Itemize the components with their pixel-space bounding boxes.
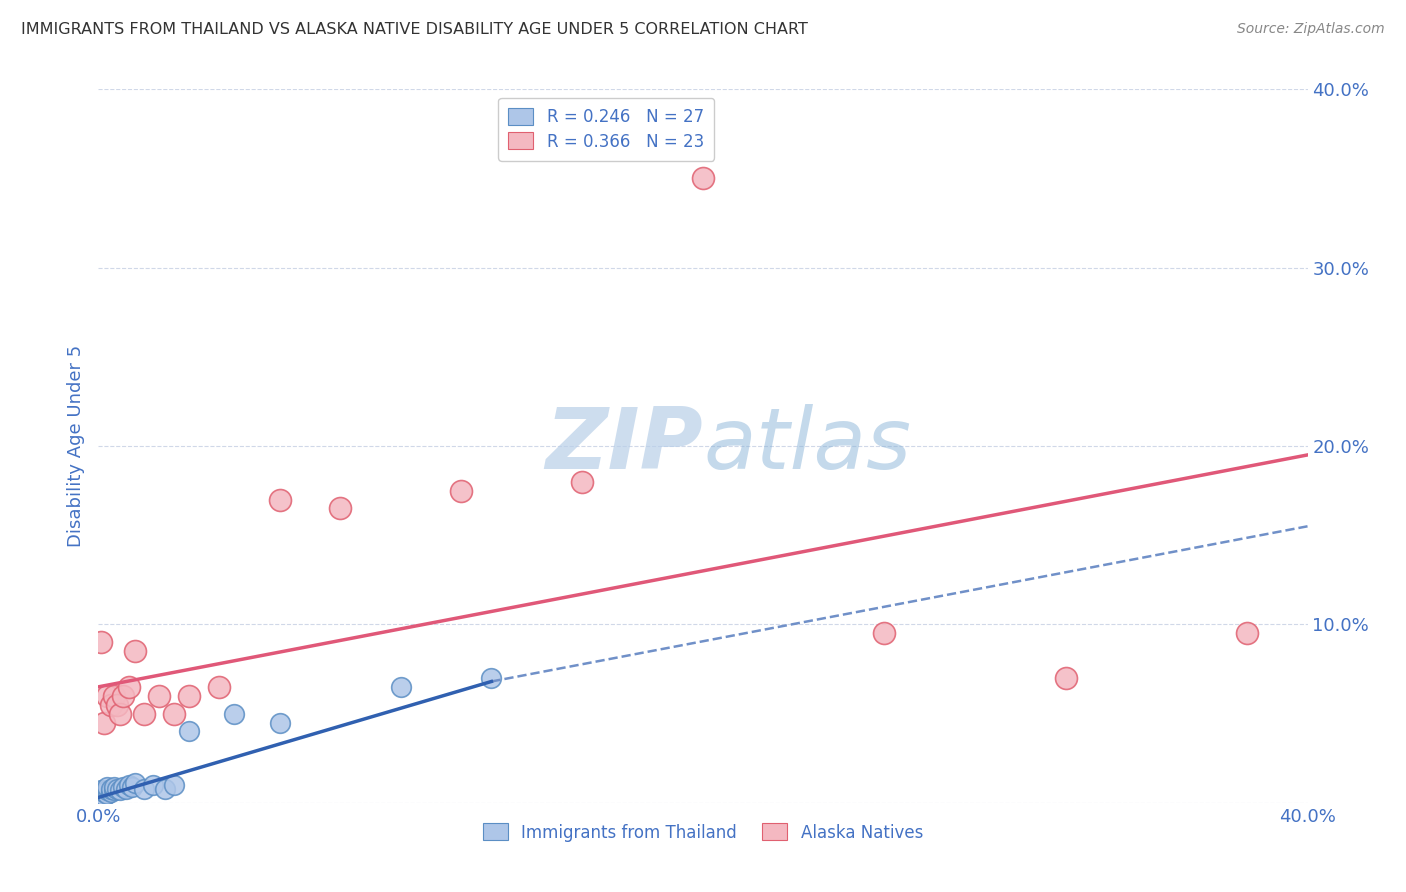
- Text: atlas: atlas: [703, 404, 911, 488]
- Point: [108, 783, 131, 797]
- Point: [208, 680, 231, 694]
- Point: [1236, 626, 1258, 640]
- Point: [224, 706, 246, 721]
- Point: [118, 680, 141, 694]
- Legend: Immigrants from Thailand, Alaska Natives: Immigrants from Thailand, Alaska Natives: [472, 814, 934, 852]
- Text: ZIP: ZIP: [546, 404, 703, 488]
- Point: [329, 501, 352, 516]
- Text: IMMIGRANTS FROM THAILAND VS ALASKA NATIVE DISABILITY AGE UNDER 5 CORRELATION CHA: IMMIGRANTS FROM THAILAND VS ALASKA NATIV…: [21, 22, 808, 37]
- Point: [90, 635, 112, 649]
- Point: [111, 780, 134, 794]
- Text: Source: ZipAtlas.com: Source: ZipAtlas.com: [1237, 22, 1385, 37]
- Point: [163, 778, 186, 792]
- Point: [1054, 671, 1077, 685]
- Point: [90, 787, 112, 801]
- Point: [96, 783, 118, 797]
- Point: [96, 780, 118, 794]
- Point: [179, 689, 201, 703]
- Point: [93, 715, 115, 730]
- Point: [108, 706, 131, 721]
- Point: [121, 780, 143, 794]
- Y-axis label: Disability Age Under 5: Disability Age Under 5: [66, 345, 84, 547]
- Point: [124, 776, 146, 790]
- Point: [103, 783, 125, 797]
- Point: [103, 689, 125, 703]
- Point: [100, 698, 122, 712]
- Point: [93, 789, 115, 803]
- Point: [269, 715, 291, 730]
- Point: [96, 689, 118, 703]
- Point: [571, 475, 593, 489]
- Point: [124, 644, 146, 658]
- Point: [269, 492, 291, 507]
- Point: [132, 781, 155, 796]
- Point: [100, 781, 122, 796]
- Point: [481, 671, 503, 685]
- Point: [118, 778, 141, 792]
- Point: [153, 781, 176, 796]
- Point: [873, 626, 896, 640]
- Point: [111, 689, 134, 703]
- Point: [142, 778, 165, 792]
- Point: [105, 698, 128, 712]
- Point: [90, 783, 112, 797]
- Point: [96, 787, 118, 801]
- Point: [105, 781, 128, 796]
- Point: [179, 724, 201, 739]
- Point: [692, 171, 714, 186]
- Point: [114, 781, 136, 796]
- Point: [389, 680, 412, 694]
- Point: [103, 780, 125, 794]
- Point: [100, 785, 122, 799]
- Point: [132, 706, 155, 721]
- Point: [450, 483, 472, 498]
- Point: [163, 706, 186, 721]
- Point: [93, 785, 115, 799]
- Point: [148, 689, 170, 703]
